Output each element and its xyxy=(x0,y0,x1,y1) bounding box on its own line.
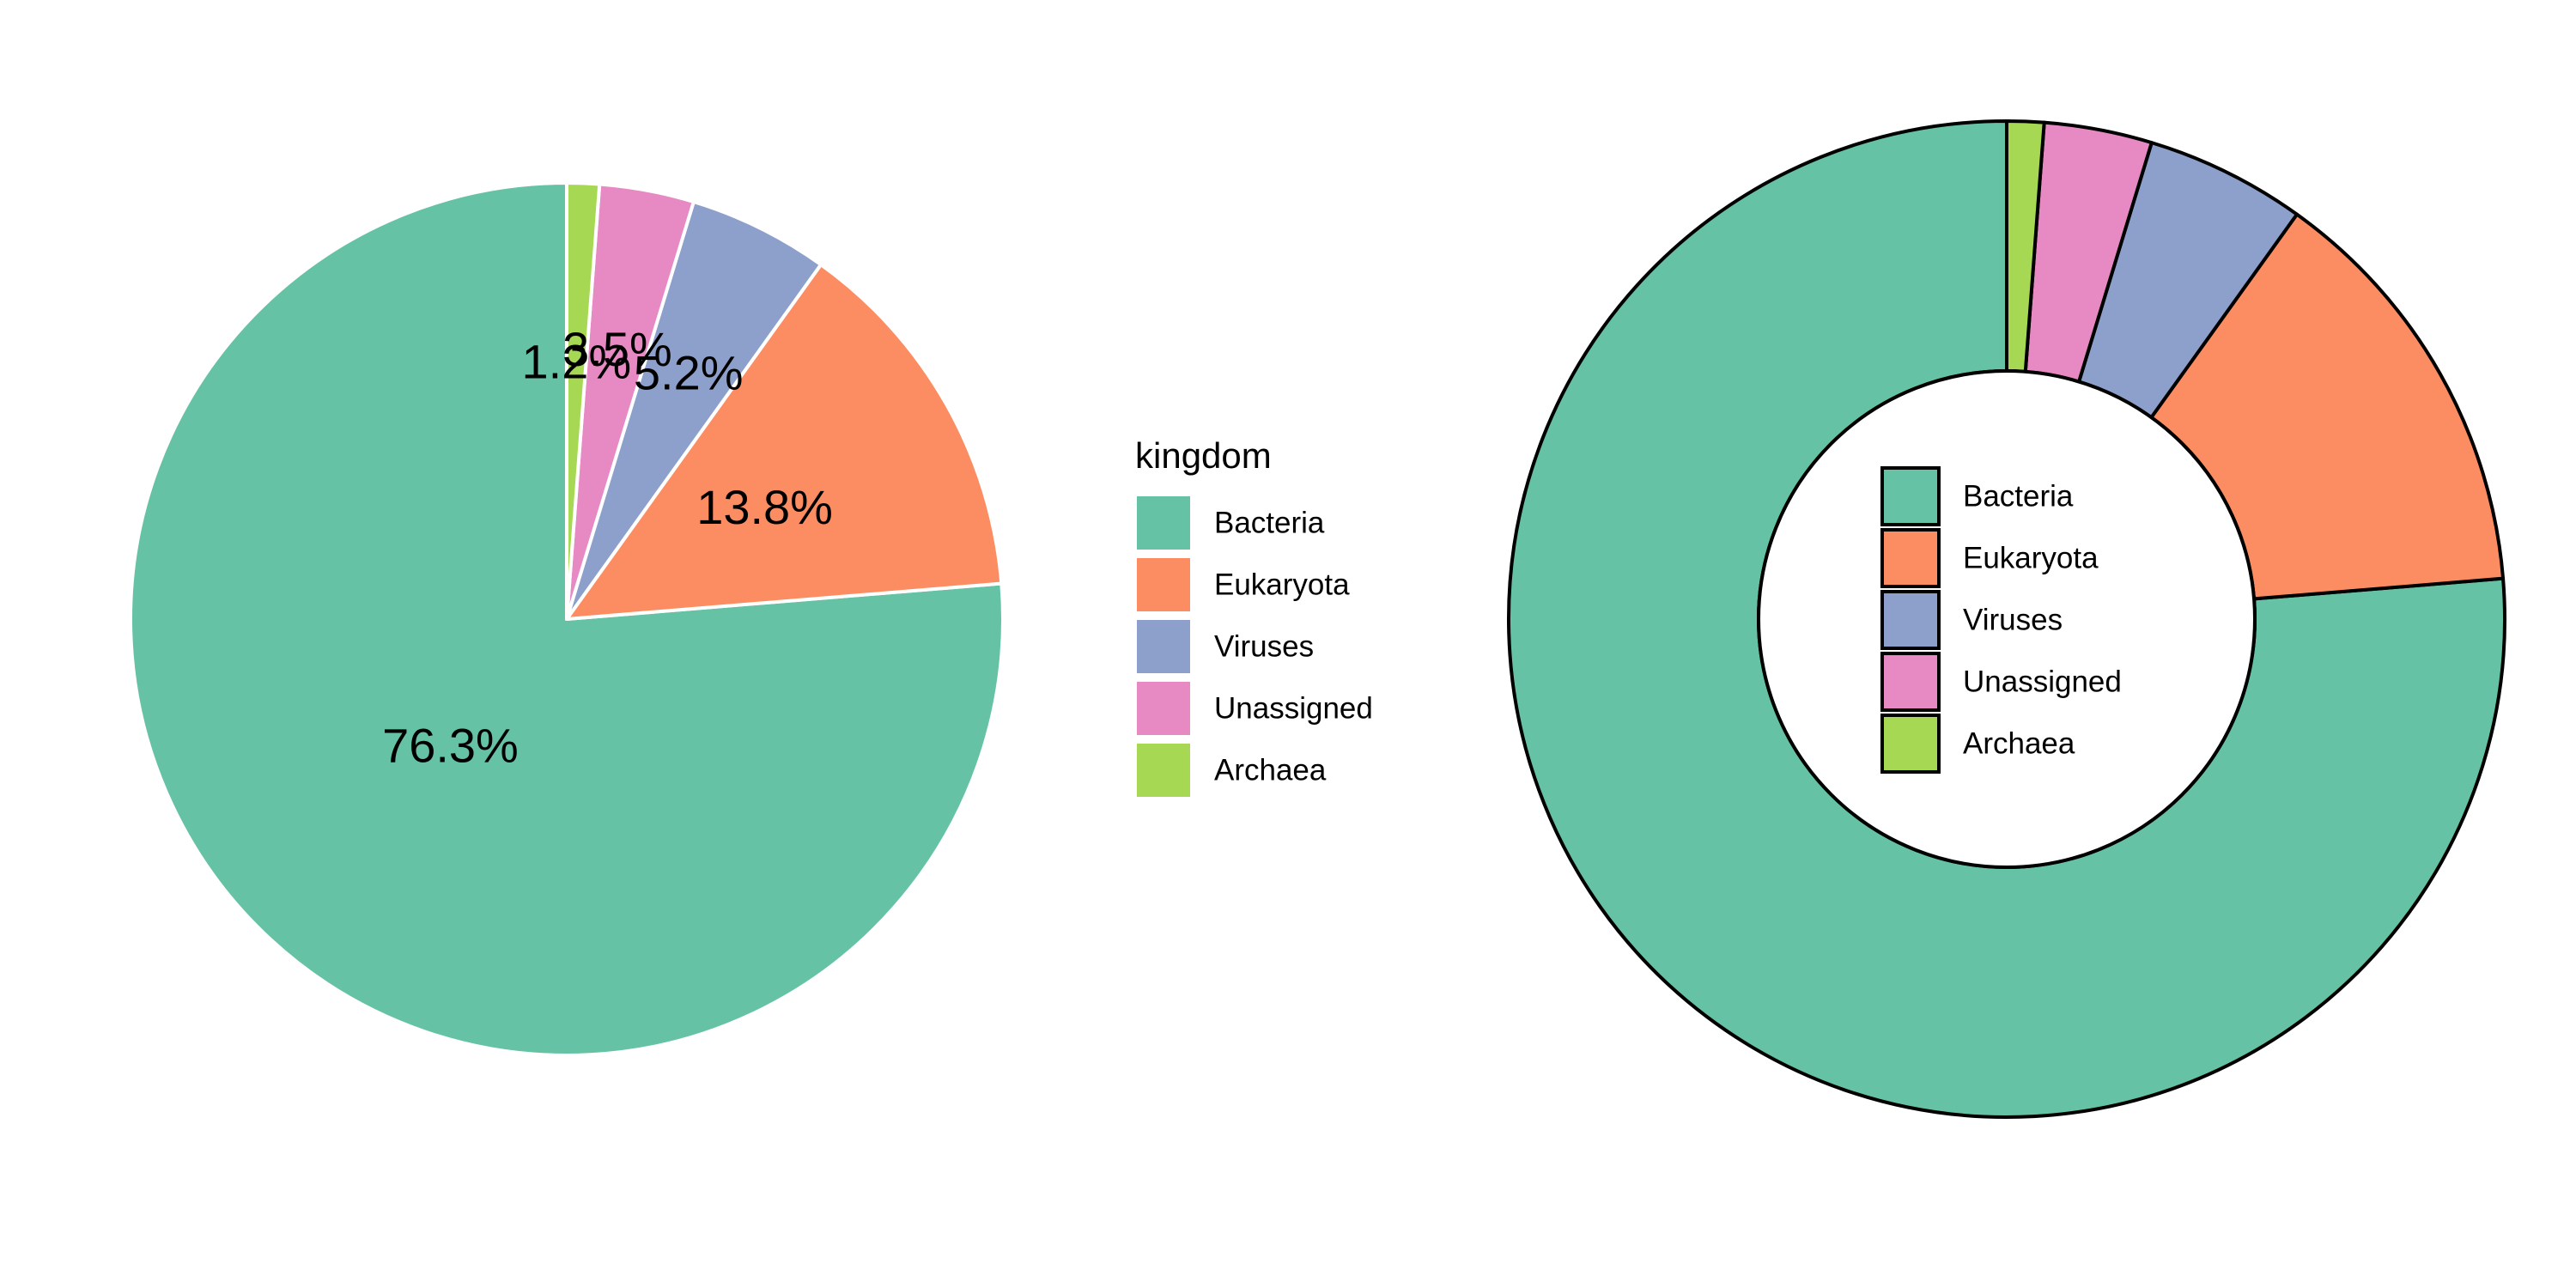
legend-label-eukaryota: Eukaryota xyxy=(1214,568,1350,602)
legend-key-archaea xyxy=(1137,744,1190,797)
donut-legend-label-eukaryota: Eukaryota xyxy=(1963,542,2099,575)
donut-legend-key-bacteria xyxy=(1880,466,1941,526)
donut-legend-label-bacteria: Bacteria xyxy=(1963,480,2074,513)
donut-legend-label-archaea: Archaea xyxy=(1963,727,2075,761)
pie-label-bacteria: 76.3% xyxy=(382,719,519,773)
donut-legend-key-eukaryota xyxy=(1880,528,1941,588)
pie-label-eukaryota: 13.8% xyxy=(696,480,833,534)
donut-legend-key-unassigned xyxy=(1880,652,1941,712)
legend-label-bacteria: Bacteria xyxy=(1214,507,1325,540)
pie-label-archaea: 1.2% xyxy=(521,335,631,389)
pie-label-unassigned: 3.5% xyxy=(562,322,672,376)
pie-legend-items: Bacteria Eukaryota Viruses Unassigned Archae… xyxy=(1137,496,1373,797)
donut-slices xyxy=(1507,119,2506,1119)
donut-legend-label-viruses: Viruses xyxy=(1963,604,2063,637)
legend-label-unassigned: Unassigned xyxy=(1214,692,1373,726)
donut-legend-key-archaea xyxy=(1880,714,1941,774)
pie-slices xyxy=(129,181,1005,1057)
legend-key-viruses xyxy=(1137,620,1190,673)
pie-labels: 76.3% 13.8% 5.2%3.5%1.2% xyxy=(382,322,833,773)
pie-label-viruses: 5.2% xyxy=(634,346,744,400)
donut-legend-label-unassigned: Unassigned xyxy=(1963,665,2122,699)
legend-title: kingdom xyxy=(1135,435,1272,476)
legend-key-bacteria xyxy=(1137,496,1190,550)
pie-legend: kingdom Bacteria Eukaryota Viruses Unassign… xyxy=(1135,435,1373,797)
legend-label-archaea: Archaea xyxy=(1214,754,1327,787)
donut-legend: Bacteria Eukaryota Viruses Unassigned Archae… xyxy=(1880,466,2122,774)
pie-chart: 76.3% 13.8% 5.2%3.5%1.2% xyxy=(129,181,1005,1057)
pie-slice-eukaryota xyxy=(565,263,1004,621)
pie-slice-archaea xyxy=(565,181,602,621)
legend-label-viruses: Viruses xyxy=(1214,630,1314,664)
legend-key-eukaryota xyxy=(1137,558,1190,611)
donut-legend-key-viruses xyxy=(1880,590,1941,650)
pie-slice-viruses xyxy=(565,199,823,621)
pie-slice-bacteria xyxy=(129,181,1005,1057)
donut-chart: Bacteria Eukaryota Viruses Unassigned Archae… xyxy=(1507,119,2506,1119)
legend-key-unassigned xyxy=(1137,682,1190,735)
